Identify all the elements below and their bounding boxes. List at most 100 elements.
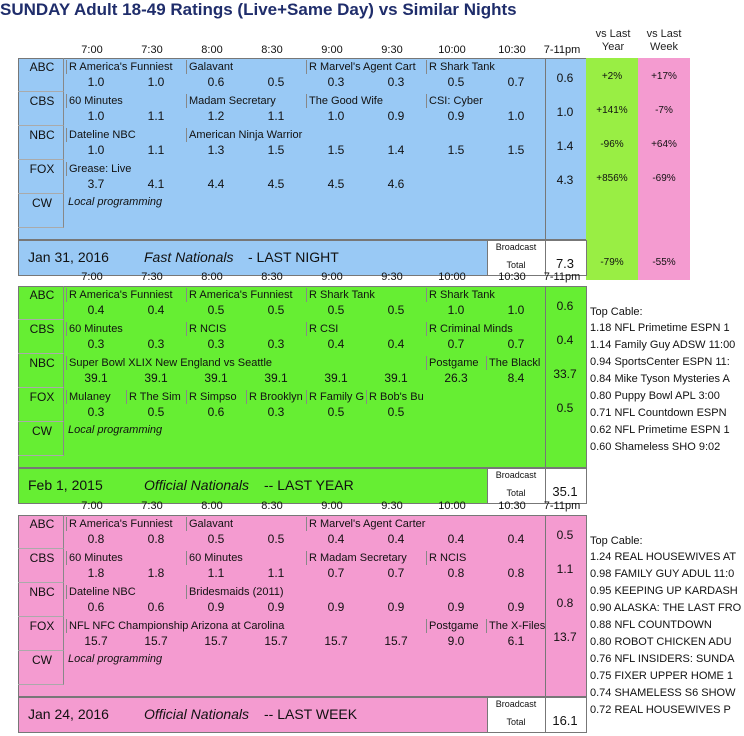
- local-programming-label: Local programming: [68, 196, 163, 208]
- program-title[interactable]: CSI: Cyber: [426, 94, 546, 108]
- top-cable-item: 1.18 NFL Primetime ESPN 1: [590, 322, 730, 334]
- program-title[interactable]: R America's Funniest: [66, 288, 186, 302]
- network-name-fox: FOX: [29, 390, 55, 404]
- program-title[interactable]: R Brooklyn: [246, 390, 306, 404]
- row-total: 0.5: [556, 401, 574, 415]
- broadcast-total: 7.3: [555, 256, 575, 271]
- broadcast-label-cell: [487, 468, 547, 504]
- rating-value: 0.8: [87, 532, 105, 546]
- row-total: 0.6: [556, 71, 574, 85]
- rating-value: 15.7: [384, 634, 408, 648]
- program-title[interactable]: R CSI: [306, 322, 426, 336]
- program-title[interactable]: R NCIS: [426, 551, 546, 565]
- footer-date: Jan 31, 2016: [28, 249, 109, 265]
- program-title[interactable]: R Shark Tank: [306, 288, 426, 302]
- program-title[interactable]: Galavant: [186, 517, 306, 531]
- program-title[interactable]: R The Sim: [126, 390, 186, 404]
- rating-value: 0.5: [147, 405, 165, 419]
- top-cable-item: 0.72 REAL HOUSEWIVES P: [590, 704, 731, 716]
- program-title[interactable]: Galavant: [186, 60, 306, 74]
- program-title[interactable]: R Criminal Minds: [426, 322, 546, 336]
- network-cell: [18, 286, 64, 320]
- program-title[interactable]: The Blackl: [486, 356, 546, 370]
- program-title[interactable]: R America's Funniest: [66, 517, 186, 531]
- rating-value: 0.3: [87, 405, 105, 419]
- vs-last-year-value: +2%: [601, 71, 623, 82]
- program-title[interactable]: R Marvel's Agent Cart: [306, 60, 426, 74]
- program-title[interactable]: 60 Minutes: [186, 551, 306, 565]
- local-programming-label: Local programming: [68, 424, 163, 436]
- broadcast-total-cell: [545, 697, 587, 733]
- program-title[interactable]: 60 Minutes: [66, 94, 186, 108]
- program-title[interactable]: American Ninja Warrior: [186, 128, 306, 142]
- program-title[interactable]: R America's Funniest: [186, 288, 306, 302]
- broadcast-label-cell: [487, 697, 547, 733]
- rating-value: 0.6: [207, 405, 225, 419]
- time-slot-label: 7-11pm: [543, 271, 581, 283]
- time-slot-label: 9:00: [321, 44, 343, 56]
- network-name-cbs: CBS: [29, 322, 55, 336]
- program-title[interactable]: R Simpso: [186, 390, 246, 404]
- program-title[interactable]: Postgame: [426, 356, 486, 370]
- rating-value: 0.4: [327, 337, 345, 351]
- broadcast-label: Broadcast: [495, 699, 537, 709]
- rating-value: 39.1: [84, 371, 108, 385]
- program-title[interactable]: Super Bowl XLIX New England vs Seattle: [66, 356, 426, 370]
- rating-value: 0.7: [447, 337, 465, 351]
- total-column: [545, 286, 587, 468]
- rating-value: 0.6: [207, 75, 225, 89]
- row-total: 0.4: [556, 333, 574, 347]
- program-title[interactable]: R Madam Secretary: [306, 551, 426, 565]
- program-title[interactable]: R America's Funniest: [66, 60, 186, 74]
- top-cable-header: Top Cable:: [590, 535, 643, 547]
- network-name-nbc: NBC: [29, 585, 55, 599]
- program-title[interactable]: R NCIS: [186, 322, 306, 336]
- rating-value: 1.1: [267, 109, 285, 123]
- rating-value: 1.5: [327, 143, 345, 157]
- time-slot-label: 8:30: [261, 271, 283, 283]
- program-title[interactable]: NFL NFC Championship Arizona at Carolina: [66, 619, 426, 633]
- program-title[interactable]: 60 Minutes: [66, 322, 186, 336]
- rating-value: 1.5: [267, 143, 285, 157]
- rating-value: 0.3: [387, 75, 405, 89]
- row-total: 1.1: [556, 562, 574, 576]
- vs-last-week-value: +64%: [651, 139, 677, 150]
- program-title[interactable]: The Good Wife: [306, 94, 426, 108]
- network-name-nbc: NBC: [29, 128, 55, 142]
- rating-value: 0.5: [327, 303, 345, 317]
- network-cell: [18, 549, 64, 583]
- rating-value: 0.4: [447, 532, 465, 546]
- rating-value: 4.5: [267, 177, 285, 191]
- network-cell: [18, 160, 64, 194]
- time-slot-label: 10:30: [498, 500, 526, 512]
- program-title[interactable]: Madam Secretary: [186, 94, 306, 108]
- program-title[interactable]: Dateline NBC: [66, 128, 186, 142]
- network-name-cw: CW: [32, 196, 52, 210]
- program-title[interactable]: R Marvel's Agent Carter: [306, 517, 546, 531]
- program-title[interactable]: Bridesmaids (2011): [186, 585, 546, 599]
- program-title[interactable]: Grease: Live: [66, 162, 426, 176]
- rating-value: 39.1: [384, 371, 408, 385]
- program-title[interactable]: Dateline NBC: [66, 585, 186, 599]
- program-title[interactable]: Postgame: [426, 619, 486, 633]
- program-title[interactable]: The X-Files: [486, 619, 546, 633]
- network-cell: [18, 388, 64, 422]
- rating-value: 0.9: [507, 600, 525, 614]
- program-title[interactable]: R Shark Tank: [426, 288, 546, 302]
- rating-value: 1.1: [147, 109, 165, 123]
- rating-value: 0.8: [147, 532, 165, 546]
- program-title[interactable]: 60 Minutes: [66, 551, 186, 565]
- program-title[interactable]: R Family G: [306, 390, 366, 404]
- program-title[interactable]: R Shark Tank: [426, 60, 546, 74]
- program-title[interactable]: Mulaney: [66, 390, 126, 404]
- row-total: 0.5: [556, 528, 574, 542]
- rating-value: 39.1: [264, 371, 288, 385]
- broadcast-label: Broadcast: [495, 242, 537, 252]
- broadcast-total: 35.1: [552, 484, 578, 499]
- row-total: 33.7: [553, 367, 577, 381]
- program-title[interactable]: R Bob's Bu: [366, 390, 426, 404]
- rating-value: 0.5: [207, 303, 225, 317]
- top-cable-item: 0.88 NFL COUNTDOWN: [590, 619, 712, 631]
- rating-value: 0.3: [147, 337, 165, 351]
- row-total: 0.8: [556, 596, 574, 610]
